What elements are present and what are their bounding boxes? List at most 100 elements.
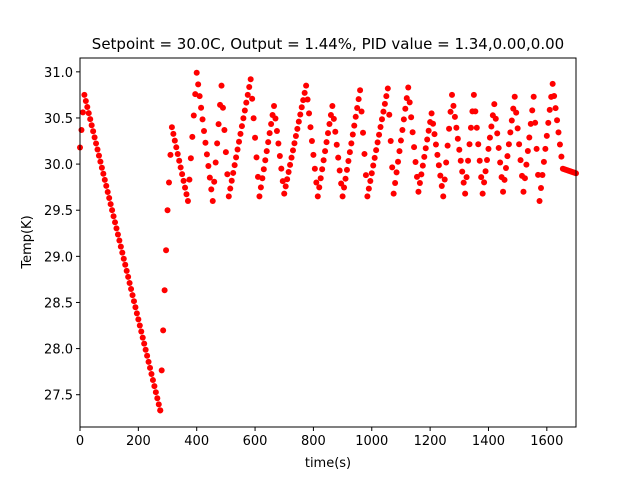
data-point bbox=[149, 377, 156, 384]
data-point bbox=[431, 131, 438, 138]
data-point bbox=[94, 146, 101, 153]
data-point bbox=[285, 169, 292, 176]
data-point bbox=[168, 124, 175, 131]
data-point bbox=[485, 145, 492, 152]
data-point bbox=[409, 129, 416, 136]
data-point bbox=[456, 146, 463, 153]
data-point bbox=[462, 190, 469, 197]
data-point bbox=[502, 165, 509, 172]
data-point bbox=[482, 168, 489, 175]
data-point bbox=[158, 367, 165, 374]
data-point bbox=[278, 165, 285, 172]
data-point bbox=[552, 105, 559, 112]
data-point bbox=[478, 174, 485, 181]
data-point bbox=[114, 231, 121, 238]
data-point bbox=[517, 157, 524, 164]
data-point bbox=[336, 167, 343, 174]
data-point bbox=[341, 184, 348, 191]
data-point bbox=[435, 162, 442, 169]
data-point bbox=[492, 115, 499, 122]
data-point bbox=[100, 170, 107, 177]
data-point bbox=[147, 364, 154, 371]
data-point bbox=[463, 174, 470, 181]
data-point bbox=[367, 177, 374, 184]
data-point bbox=[145, 358, 152, 365]
data-point bbox=[545, 119, 552, 126]
data-point bbox=[292, 133, 299, 140]
data-point bbox=[381, 100, 388, 107]
x-tick-label: 1400 bbox=[472, 434, 505, 449]
data-point bbox=[491, 101, 498, 108]
data-point bbox=[330, 115, 337, 122]
data-point bbox=[501, 176, 508, 183]
data-point bbox=[104, 188, 111, 195]
data-point bbox=[444, 142, 451, 149]
data-point bbox=[396, 148, 403, 155]
data-point bbox=[400, 116, 407, 123]
data-point bbox=[141, 340, 148, 347]
data-point bbox=[157, 407, 164, 414]
data-point bbox=[112, 219, 119, 226]
data-point bbox=[523, 161, 530, 168]
data-point bbox=[173, 144, 180, 151]
data-point bbox=[380, 108, 387, 115]
data-point bbox=[295, 118, 302, 125]
data-point bbox=[352, 113, 359, 120]
data-point bbox=[441, 176, 448, 183]
data-point bbox=[109, 207, 116, 214]
x-axis: 0 200 400 600 800 1000 1200 1400 1600 bbox=[76, 427, 563, 449]
data-point bbox=[164, 207, 171, 214]
x-tick-label: 200 bbox=[126, 434, 151, 449]
data-point bbox=[322, 148, 329, 155]
data-point bbox=[222, 149, 229, 156]
data-point bbox=[392, 180, 399, 186]
data-point bbox=[555, 129, 562, 136]
data-point bbox=[243, 99, 250, 106]
data-point bbox=[253, 154, 260, 161]
data-point bbox=[486, 134, 493, 141]
data-point bbox=[282, 183, 289, 190]
data-point bbox=[138, 328, 145, 335]
data-point bbox=[371, 154, 378, 161]
data-point bbox=[504, 153, 511, 160]
data-point bbox=[271, 102, 278, 109]
data-point bbox=[524, 148, 531, 155]
data-point bbox=[530, 93, 537, 100]
data-point bbox=[419, 162, 426, 169]
data-point bbox=[310, 151, 317, 158]
data-point bbox=[549, 80, 556, 87]
data-point bbox=[323, 139, 330, 146]
data-point bbox=[348, 140, 355, 147]
data-point bbox=[120, 255, 127, 262]
data-point bbox=[313, 179, 320, 186]
data-point bbox=[276, 153, 283, 160]
data-point bbox=[135, 316, 142, 323]
data-point bbox=[284, 176, 291, 183]
data-point bbox=[317, 175, 324, 182]
data-point bbox=[203, 151, 210, 158]
x-tick-label: 0 bbox=[76, 434, 84, 449]
data-point bbox=[434, 151, 441, 158]
data-point bbox=[129, 292, 136, 299]
data-point bbox=[126, 279, 133, 286]
data-points bbox=[77, 69, 579, 414]
data-point bbox=[373, 147, 380, 154]
data-point bbox=[307, 124, 314, 131]
data-point bbox=[263, 148, 270, 155]
data-point bbox=[345, 158, 352, 165]
data-point bbox=[179, 171, 186, 178]
data-point bbox=[298, 104, 305, 111]
data-point bbox=[202, 139, 209, 146]
y-axis-label: Temp(K) bbox=[20, 215, 35, 269]
data-point bbox=[495, 144, 502, 151]
data-point bbox=[466, 141, 473, 148]
data-point bbox=[361, 150, 368, 157]
data-point bbox=[470, 91, 477, 98]
data-point bbox=[513, 109, 520, 116]
data-point bbox=[241, 107, 248, 114]
data-point bbox=[467, 124, 474, 131]
data-point bbox=[472, 108, 479, 115]
data-point bbox=[148, 370, 155, 377]
data-point bbox=[329, 102, 336, 109]
